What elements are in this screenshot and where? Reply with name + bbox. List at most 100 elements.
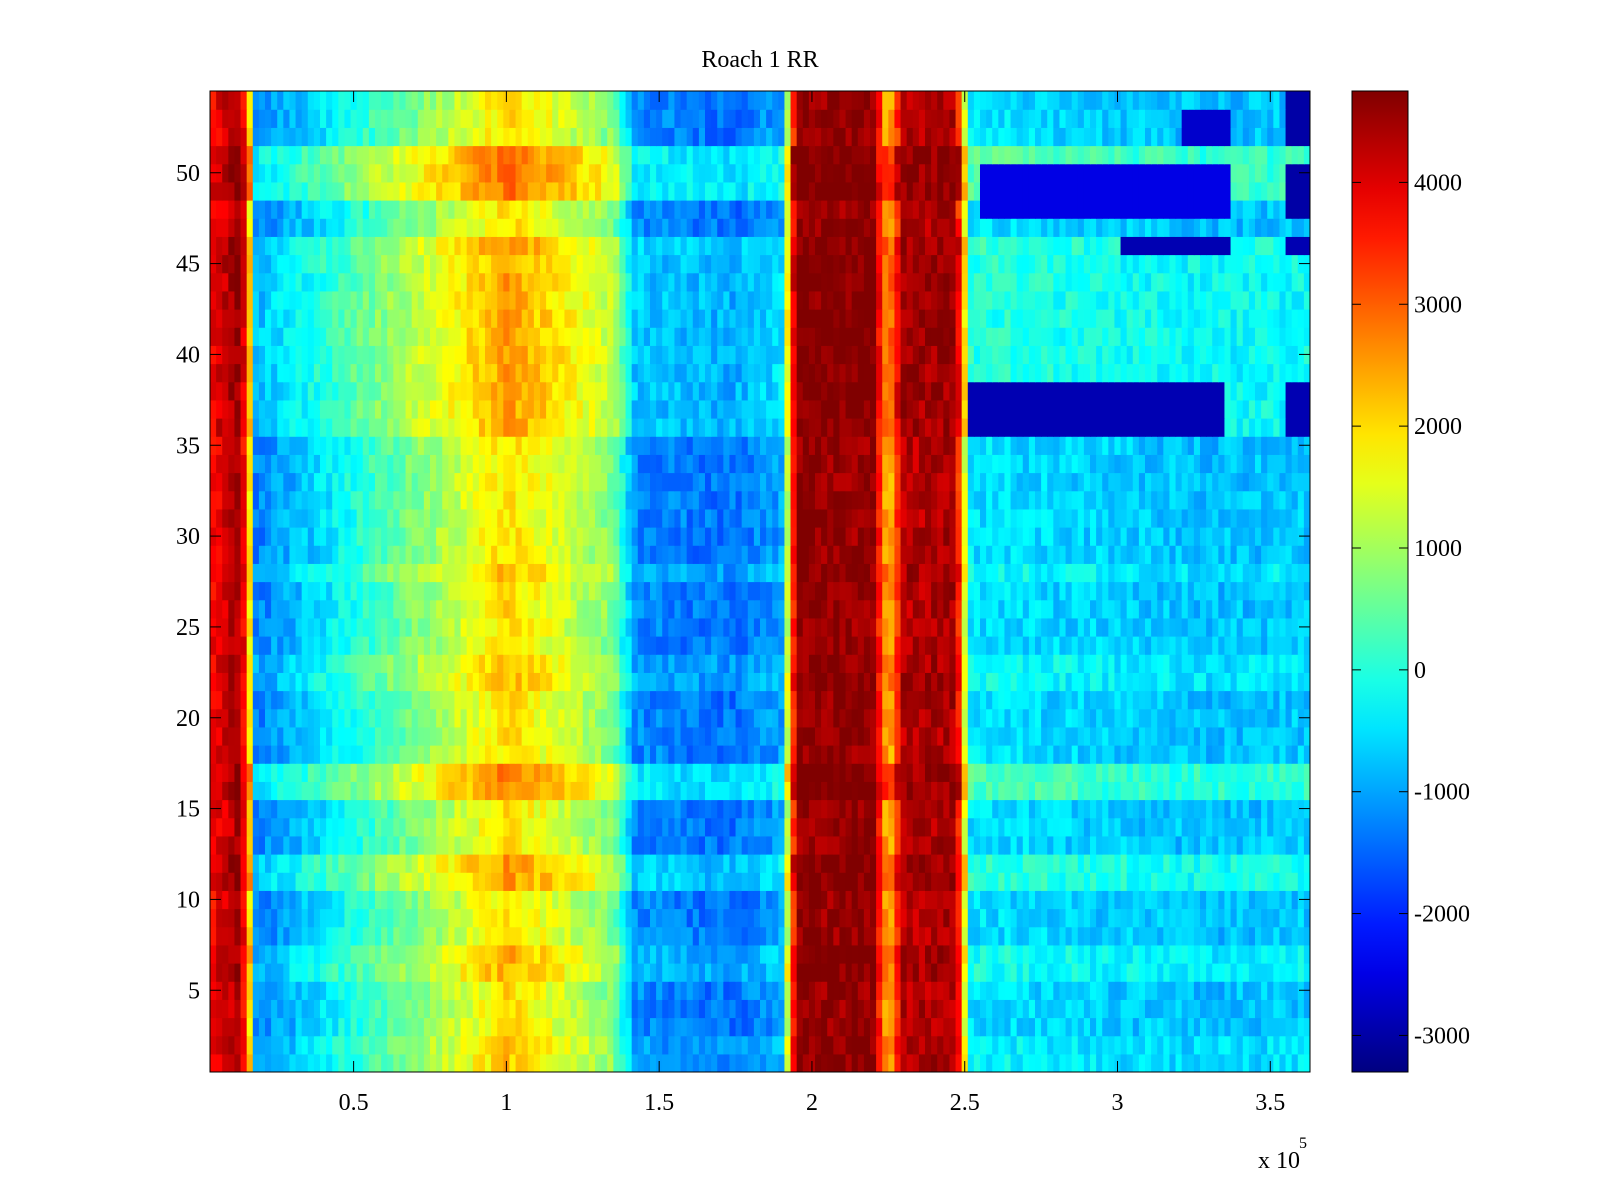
heatmap-cell xyxy=(277,599,284,619)
heatmap-cell xyxy=(1053,781,1061,801)
heatmap-cell xyxy=(1096,672,1103,692)
heatmap-cell xyxy=(692,799,700,819)
heatmap-cell xyxy=(1132,872,1140,891)
heatmap-cell xyxy=(735,708,743,728)
heatmap-cell xyxy=(882,781,889,801)
heatmap-cell xyxy=(1120,963,1128,982)
heatmap-cell xyxy=(430,726,437,746)
heatmap-cell xyxy=(1035,690,1042,710)
heatmap-cell xyxy=(1187,817,1195,837)
heatmap-cell xyxy=(943,726,951,746)
heatmap-cell xyxy=(656,636,663,655)
heatmap-cell xyxy=(588,672,596,692)
heatmap-cell xyxy=(937,799,944,819)
heatmap-cell xyxy=(344,581,352,601)
heatmap-cell xyxy=(240,1053,248,1072)
heatmap-cell xyxy=(1230,708,1238,728)
heatmap-cell xyxy=(381,781,388,801)
heatmap-cell xyxy=(485,599,492,619)
heatmap-cell xyxy=(1090,944,1097,964)
heatmap-cell xyxy=(295,908,303,928)
heatmap-cell xyxy=(662,890,669,910)
heatmap-cell xyxy=(674,726,682,746)
heatmap-cell xyxy=(1187,908,1195,928)
heatmap-cell xyxy=(1138,872,1146,891)
heatmap-cell xyxy=(1230,726,1238,746)
heatmap-cell xyxy=(778,563,786,583)
heatmap-cell xyxy=(472,817,480,837)
heatmap-cell xyxy=(375,726,382,746)
heatmap-cell xyxy=(888,617,896,637)
heatmap-cell xyxy=(1132,817,1140,837)
heatmap-cell xyxy=(668,835,676,855)
heatmap-cell xyxy=(460,908,468,928)
heatmap-cell xyxy=(906,763,914,782)
heatmap-cell xyxy=(222,581,229,601)
heatmap-cell xyxy=(472,617,480,637)
heatmap-cell xyxy=(705,872,712,891)
heatmap-cell xyxy=(802,781,810,801)
heatmap-cell xyxy=(362,908,370,928)
heatmap-cell xyxy=(680,999,688,1019)
heatmap-cell xyxy=(723,1053,731,1072)
heatmap-cell xyxy=(674,617,682,637)
heatmap-cell xyxy=(1279,890,1287,910)
heatmap-cell xyxy=(454,999,462,1019)
heatmap-cell xyxy=(576,654,584,673)
heatmap-cell xyxy=(802,726,810,746)
heatmap-cell xyxy=(368,726,376,746)
heatmap-cell xyxy=(1120,799,1128,819)
heatmap-cell xyxy=(601,817,608,837)
heatmap-cell xyxy=(918,981,926,1000)
heatmap-cell xyxy=(906,690,914,710)
heatmap-cell xyxy=(906,654,914,673)
heatmap-cell xyxy=(1114,963,1122,982)
heatmap-cell xyxy=(515,908,523,928)
heatmap-cell xyxy=(405,599,413,619)
heatmap-cell xyxy=(411,890,419,910)
heatmap-cell xyxy=(601,726,608,746)
heatmap-cell xyxy=(723,854,731,873)
heatmap-cell xyxy=(582,890,590,910)
heatmap-cell xyxy=(521,617,529,637)
heatmap-cell xyxy=(1004,1017,1012,1037)
heatmap-cell xyxy=(961,963,969,982)
heatmap-cell xyxy=(1230,1035,1238,1055)
heatmap-cell xyxy=(1047,636,1054,655)
heatmap-cell xyxy=(980,726,987,746)
heatmap-cell xyxy=(326,654,333,673)
heatmap-cell xyxy=(870,563,877,583)
heatmap-cell xyxy=(466,599,474,619)
heatmap-cell xyxy=(423,563,431,583)
heatmap-cell xyxy=(1242,654,1250,673)
heatmap-cell xyxy=(717,1017,724,1037)
heatmap-cell xyxy=(796,581,804,601)
heatmap-cell xyxy=(527,617,535,637)
heatmap-cell xyxy=(436,999,443,1019)
heatmap-cell xyxy=(1145,672,1152,692)
heatmap-cell xyxy=(796,1053,804,1072)
heatmap-cell xyxy=(686,1053,694,1072)
heatmap-cell xyxy=(570,944,578,964)
heatmap-cell xyxy=(949,981,957,1000)
heatmap-cell xyxy=(356,672,364,692)
heatmap-cell xyxy=(430,963,437,982)
heatmap-cell xyxy=(876,763,883,782)
heatmap-cell xyxy=(595,999,602,1019)
heatmap-cell xyxy=(533,999,541,1019)
heatmap-cell xyxy=(925,963,932,982)
heatmap-cell xyxy=(613,890,621,910)
heatmap-cell xyxy=(582,617,590,637)
heatmap-cell xyxy=(827,854,834,873)
heatmap-cell xyxy=(784,581,792,601)
heatmap-cell xyxy=(497,999,504,1019)
heatmap-cell xyxy=(698,745,706,764)
heatmap-cell xyxy=(961,854,969,873)
heatmap-cell xyxy=(289,654,297,673)
heatmap-cell xyxy=(1041,672,1048,692)
heatmap-cell xyxy=(246,963,254,982)
heatmap-cell xyxy=(320,708,327,728)
heatmap-cell xyxy=(650,726,657,746)
heatmap-cell xyxy=(313,781,321,801)
heatmap-cell xyxy=(1145,817,1152,837)
